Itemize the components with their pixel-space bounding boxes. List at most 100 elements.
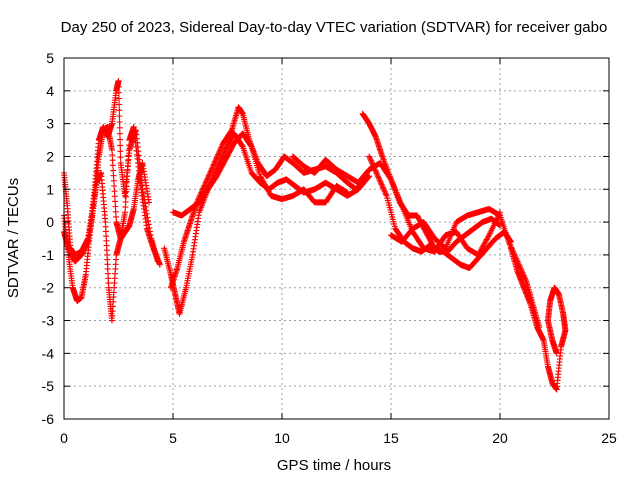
data-point — [122, 198, 129, 205]
data-point — [381, 187, 388, 194]
data-point — [380, 185, 387, 192]
data-point — [215, 151, 222, 158]
data-point — [117, 154, 124, 161]
data-point — [110, 167, 117, 174]
data-point — [110, 177, 117, 184]
data-point — [144, 214, 151, 221]
data-point — [117, 148, 124, 155]
data-point — [122, 209, 129, 216]
series-track-f — [170, 130, 351, 219]
data-point — [378, 181, 385, 188]
data-point — [207, 168, 214, 175]
data-point — [117, 142, 124, 149]
y-tick-label: -3 — [42, 313, 55, 329]
data-point — [156, 261, 163, 268]
data-point — [202, 181, 209, 188]
data-point — [368, 159, 375, 166]
plot-frame — [63, 57, 610, 420]
y-tick-label: -5 — [42, 378, 55, 394]
data-point — [378, 180, 385, 187]
chart-title: Day 250 of 2023, Sidereal Day-to-day VTE… — [61, 19, 608, 36]
data-point — [116, 107, 123, 114]
data-point — [115, 77, 122, 84]
y-tick-label: -4 — [42, 345, 55, 361]
data-point — [109, 162, 116, 169]
data-point — [204, 175, 211, 182]
data-point — [506, 240, 513, 247]
data-point — [377, 178, 384, 185]
data-point — [202, 179, 209, 186]
data-point — [145, 221, 152, 228]
data-point — [217, 147, 224, 154]
data-point — [146, 199, 153, 206]
data-point — [201, 182, 208, 189]
data-point — [115, 95, 122, 102]
data-point — [116, 118, 123, 125]
data-point — [154, 258, 161, 265]
data-point — [112, 203, 119, 210]
data-point — [376, 177, 383, 184]
data-point — [506, 241, 513, 248]
data-point — [516, 264, 523, 271]
data-point — [366, 153, 373, 160]
data-point — [373, 170, 380, 177]
data-point — [112, 198, 119, 205]
x-axis-label: GPS time / hours — [277, 457, 391, 474]
data-point — [142, 203, 149, 210]
data-point — [139, 186, 146, 193]
series-track-k — [507, 245, 569, 393]
data-point — [218, 143, 225, 150]
data-point — [367, 156, 374, 163]
y-tick-label: -1 — [42, 247, 55, 263]
data-point — [365, 174, 372, 181]
data-point — [213, 154, 220, 161]
data-point — [212, 158, 219, 165]
y-axis-label: SDTVAR / TECUs — [5, 178, 22, 298]
data-point — [109, 152, 116, 159]
data-point — [369, 160, 376, 167]
data-point — [247, 142, 254, 149]
y-tick-label: -6 — [42, 411, 55, 427]
data-point — [115, 89, 122, 96]
data-point — [213, 155, 220, 162]
data-point — [143, 210, 150, 217]
data-point — [218, 144, 225, 151]
data-point — [208, 167, 215, 174]
data-point — [116, 130, 123, 137]
data-point — [208, 165, 215, 172]
data-point — [117, 136, 124, 143]
data-point — [373, 168, 380, 175]
data-point — [116, 101, 123, 108]
y-tick-label: 2 — [46, 148, 54, 164]
x-tick-label: 15 — [383, 430, 399, 446]
data-point — [379, 184, 386, 191]
data-points — [61, 77, 569, 393]
data-point — [366, 173, 373, 180]
y-tick-label: 5 — [46, 50, 54, 66]
series-track-c — [61, 160, 153, 324]
data-point — [205, 172, 212, 179]
data-point — [366, 154, 373, 161]
data-point — [374, 173, 381, 180]
data-point — [146, 224, 153, 231]
data-point — [203, 178, 210, 185]
data-point — [205, 174, 212, 181]
data-point — [113, 213, 120, 220]
data-point — [122, 204, 129, 211]
data-point — [140, 189, 147, 196]
series-track-i — [366, 153, 503, 255]
data-point — [344, 189, 351, 196]
y-tick-label: 0 — [46, 214, 54, 230]
y-tick-label: 4 — [46, 83, 54, 99]
x-tick-label: 20 — [492, 430, 508, 446]
data-point — [209, 164, 216, 171]
data-point — [210, 161, 217, 168]
x-tick-label: 0 — [60, 430, 68, 446]
data-point — [228, 128, 235, 135]
data-point — [111, 182, 118, 189]
data-point — [122, 193, 129, 200]
data-point — [143, 207, 150, 214]
data-point — [110, 172, 117, 179]
